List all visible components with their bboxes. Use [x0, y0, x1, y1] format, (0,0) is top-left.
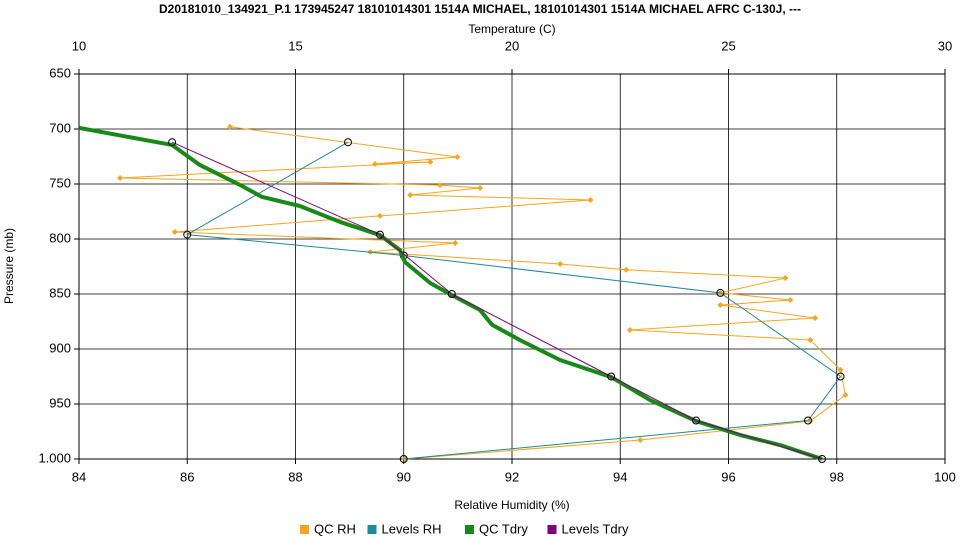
x-tick-label: 98: [830, 469, 844, 484]
y-tick-label: 950: [49, 395, 71, 410]
legend-label: QC Tdry: [479, 521, 528, 536]
point: [227, 123, 234, 130]
point: [837, 366, 844, 373]
x2-tick-label: 30: [938, 38, 952, 53]
y-tick-label: 750: [49, 175, 71, 190]
x2-axis-label: Temperature (C): [468, 22, 555, 36]
x-tick-label: 92: [505, 469, 519, 484]
x-axis-label: Relative Humidity (%): [454, 498, 569, 512]
point: [454, 154, 461, 161]
point: [717, 302, 724, 308]
legend-label: QC RH: [314, 521, 356, 536]
point: [477, 184, 484, 191]
legend-swatch: [547, 525, 557, 534]
point: [447, 290, 456, 298]
point: [836, 372, 845, 381]
point: [812, 314, 819, 321]
point: [375, 230, 384, 239]
point: [437, 182, 444, 189]
point: [842, 391, 849, 398]
x2-tick-label: 25: [721, 38, 735, 53]
legend-swatch: [367, 525, 377, 534]
point: [626, 326, 633, 333]
x-tick-label: 100: [934, 469, 956, 484]
chart-title: D20181010_134921_P.1 173945247 181010143…: [159, 2, 801, 16]
point: [168, 138, 177, 147]
point: [623, 266, 630, 273]
x-tick-label: 90: [397, 469, 411, 484]
point: [171, 228, 178, 235]
legend-swatch: [300, 525, 309, 534]
point: [407, 192, 414, 198]
x-tick-label: 88: [288, 469, 302, 484]
point: [587, 196, 594, 203]
y-axis-label: Pressure (mb): [2, 228, 16, 304]
point: [607, 372, 616, 381]
point: [804, 416, 813, 425]
point: [692, 416, 701, 425]
y-tick-label: 1.000: [38, 450, 71, 465]
x-tick-label: 96: [721, 469, 735, 484]
point: [637, 436, 644, 443]
x2-tick-label: 15: [288, 38, 302, 53]
y-tick-label: 700: [49, 120, 71, 135]
point: [716, 288, 725, 297]
x-tick-label: 84: [72, 469, 86, 484]
point: [787, 297, 794, 304]
x-tick-label: 86: [180, 469, 194, 484]
point: [399, 455, 408, 463]
point: [782, 275, 789, 282]
series-line: [171, 141, 823, 460]
series-line: [186, 141, 842, 460]
x-tick-label: 94: [613, 469, 627, 484]
x2-tick-label: 20: [505, 38, 519, 53]
point: [818, 455, 827, 463]
y-tick-label: 900: [49, 340, 71, 355]
legend-label: Levels Tdry: [562, 521, 629, 536]
point: [557, 260, 564, 267]
x2-tick-label: 10: [72, 38, 86, 53]
legend-swatch: [465, 525, 474, 534]
y-tick-label: 650: [49, 65, 71, 80]
point: [117, 174, 124, 181]
series-line: [78, 125, 823, 461]
point: [183, 230, 192, 239]
point: [372, 160, 379, 167]
point: [452, 239, 459, 246]
y-tick-label: 800: [49, 230, 71, 245]
point: [344, 138, 353, 147]
point: [376, 212, 383, 219]
legend-label: Levels RH: [382, 521, 442, 536]
point: [807, 336, 814, 343]
point: [427, 159, 434, 165]
y-tick-label: 850: [49, 285, 71, 300]
